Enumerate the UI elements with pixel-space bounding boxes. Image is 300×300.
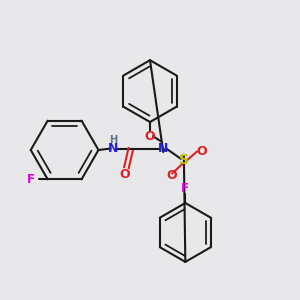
Text: S: S: [179, 153, 189, 167]
Text: O: O: [120, 168, 130, 181]
Text: F: F: [181, 182, 189, 195]
Text: O: O: [145, 130, 155, 143]
Text: F: F: [26, 173, 34, 186]
Text: H: H: [109, 135, 117, 145]
Text: N: N: [108, 142, 119, 155]
Text: N: N: [158, 142, 168, 155]
Text: O: O: [167, 169, 177, 182]
Text: O: O: [197, 145, 207, 158]
